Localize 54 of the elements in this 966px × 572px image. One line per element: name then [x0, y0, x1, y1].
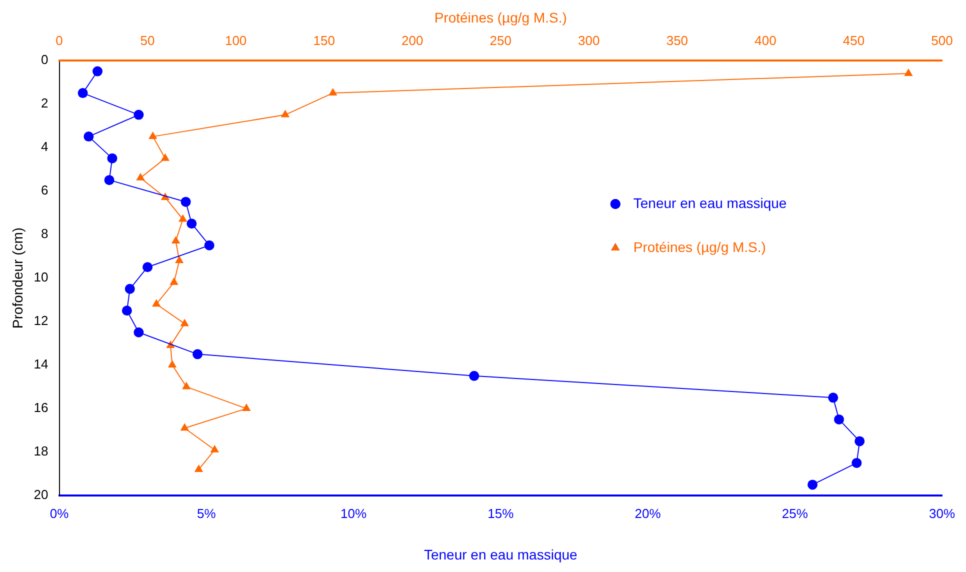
y-tick-label: 16	[34, 400, 48, 416]
point	[834, 414, 844, 424]
point	[84, 132, 94, 142]
point	[204, 240, 214, 250]
x2-tick-label: 100	[224, 33, 247, 48]
x2-tick-label: 0	[56, 33, 63, 48]
x2-tick-label: 450	[842, 33, 865, 48]
x-tick-label: 0%	[50, 506, 70, 521]
y-axis-title: Profondeur (cm)	[9, 227, 26, 329]
point	[104, 175, 114, 186]
x2-tick-label: 150	[313, 33, 335, 48]
x2-tick-label: 300	[578, 33, 600, 48]
x2-tick-label: 50	[140, 33, 155, 48]
y-tick-label: 0	[41, 52, 48, 67]
y-tick-label: 10	[34, 270, 48, 285]
point	[808, 480, 818, 490]
x-tick-label: 30%	[928, 506, 956, 521]
point	[828, 392, 838, 403]
x2-tick-label: 200	[402, 33, 424, 48]
y-tick-label: 14	[34, 356, 48, 372]
x-tick-label: 15%	[488, 506, 514, 521]
point	[852, 458, 862, 468]
legend-label: Teneur en eau massique	[633, 194, 787, 211]
y-tick-label: 18	[34, 444, 48, 459]
x2-axis-title: Protéines (µg/g M.S.)	[434, 9, 567, 26]
point	[78, 88, 88, 98]
x-tick-label: 25%	[782, 506, 808, 521]
x2-tick-label: 500	[931, 33, 953, 48]
x-axis-title: Teneur en eau massique	[424, 546, 578, 562]
point	[142, 262, 153, 272]
point	[92, 66, 103, 76]
point	[134, 327, 144, 338]
y-tick-label: 4	[41, 139, 48, 154]
point	[186, 218, 197, 229]
point	[122, 306, 132, 316]
y-tick-label: 20	[34, 487, 48, 502]
x2-tick-label: 400	[754, 33, 776, 48]
point	[180, 196, 191, 207]
point	[134, 110, 144, 120]
y-tick-label: 12	[34, 313, 48, 328]
x2-tick-label: 250	[490, 33, 512, 48]
x2-tick-label: 350	[666, 33, 688, 48]
y-tick-label: 2	[41, 96, 48, 110]
legend-label: Protéines (µg/g M.S.)	[633, 238, 766, 255]
point	[192, 349, 203, 360]
x-tick-label: 10%	[340, 506, 367, 521]
point	[124, 284, 135, 294]
x-tick-label: 20%	[634, 506, 662, 521]
y-tick-label: 6	[41, 182, 48, 198]
point	[107, 153, 118, 164]
x-tick-label: 5%	[196, 506, 216, 521]
y-tick-label: 8	[41, 226, 48, 242]
point	[854, 436, 865, 446]
point	[469, 370, 480, 381]
